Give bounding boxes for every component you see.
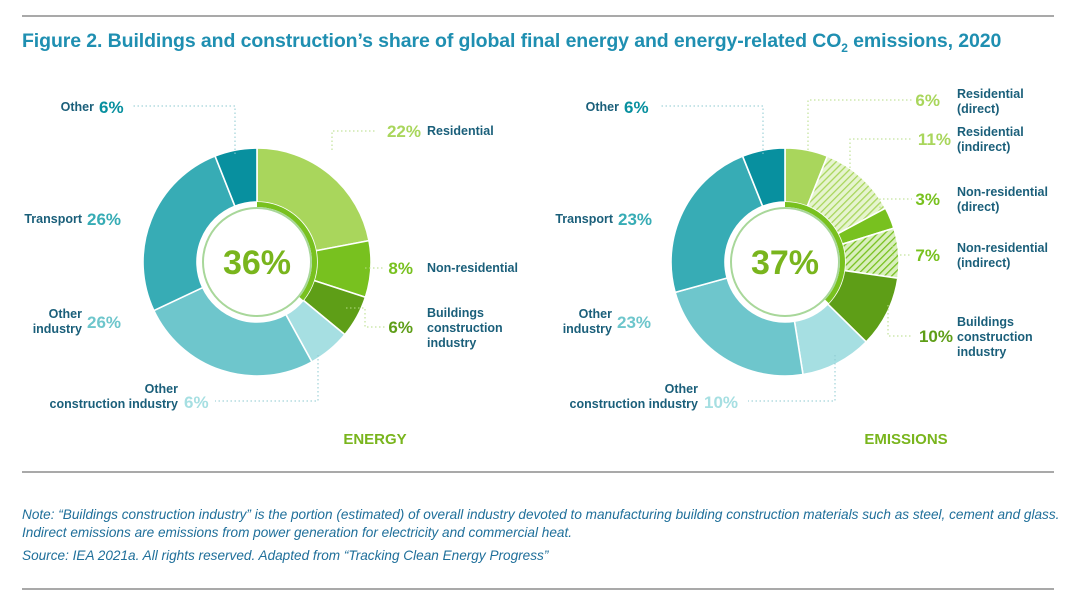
energy-leader-lines-blue — [132, 105, 319, 402]
energy-otherind-value: 26% — [87, 313, 121, 332]
emissions-transport-value: 23% — [618, 210, 652, 229]
emissions-nonresdirect-value: 3% — [915, 190, 940, 209]
emissions-slice-6 — [674, 277, 804, 377]
energy-bci-value: 6% — [388, 318, 413, 337]
emissions-slice-7 — [670, 155, 764, 294]
chart-source: Source: IEA 2021a. All rights reserved. … — [22, 548, 549, 563]
energy-nonres-value: 8% — [388, 259, 413, 278]
energy-slice-6 — [213, 147, 258, 208]
emissions-resdirect-value: 6% — [915, 91, 940, 110]
emissions-bci-label: Buildings construction industry — [957, 315, 1033, 359]
energy-other-value: 6% — [99, 98, 124, 117]
emissions-leader-lines — [807, 99, 912, 337]
emissions-otherind-value: 23% — [617, 313, 651, 332]
emissions-center-label: 37% — [751, 244, 819, 282]
top-rule — [22, 15, 1054, 17]
emissions-nonresindirect-label: Non-residential (indirect) — [957, 241, 1048, 270]
energy-transport-value: 26% — [87, 210, 121, 229]
energy-slice-5 — [142, 154, 236, 312]
energy-bci-label: Buildings construction industry — [427, 306, 503, 350]
energy-slice-4 — [152, 286, 314, 377]
energy-otherconst-label: Other construction industry — [50, 382, 179, 411]
energy-transport-label: Transport — [24, 212, 82, 226]
emissions-nonresindirect-value: 7% — [915, 246, 940, 265]
energy-residential-label: Residential — [427, 124, 494, 138]
emissions-bci-value: 10% — [919, 327, 953, 346]
energy-leader-lines — [331, 130, 385, 328]
energy-nonres-label: Non-residential — [427, 261, 518, 275]
emissions-otherind-label: Other industry — [563, 307, 612, 336]
energy-inner-ring — [202, 207, 312, 317]
emissions-other-value: 6% — [624, 98, 649, 117]
figure-title: Figure 2. Buildings and construction’s s… — [22, 30, 1002, 55]
energy-otherind-label: Other industry — [33, 307, 82, 336]
energy-slice-0 — [256, 147, 370, 252]
donut-charts: 36% 22% Residential 8% Non-residential 6… — [24, 87, 1048, 448]
energy-title: ENERGY — [343, 431, 406, 448]
emissions-title: EMISSIONS — [864, 431, 947, 448]
emissions-donut — [670, 147, 900, 377]
energy-otherconst-value: 6% — [184, 393, 209, 412]
chart-note: Note: “Buildings construction industry” … — [22, 507, 1060, 540]
emissions-transport-label: Transport — [555, 212, 613, 226]
emissions-inner-ring — [730, 207, 840, 317]
energy-center-label: 36% — [223, 244, 291, 282]
emissions-otherconst-label: Other construction industry — [570, 382, 699, 411]
emissions-other-label: Other — [586, 100, 619, 114]
emissions-resindirect-label: Residential (indirect) — [957, 125, 1024, 154]
energy-residential-value: 22% — [387, 122, 421, 141]
emissions-nonresdirect-label: Non-residential (direct) — [957, 185, 1048, 214]
bottom-rule — [22, 588, 1054, 590]
energy-other-label: Other — [61, 100, 94, 114]
energy-donut — [142, 147, 372, 377]
energy-buildings-share-ring — [257, 202, 318, 301]
emissions-slice-8 — [741, 147, 786, 208]
emissions-leader-lines-blue — [660, 105, 836, 402]
emissions-resdirect-label: Residential (direct) — [957, 87, 1024, 116]
emissions-buildings-share-ring — [785, 202, 846, 304]
emissions-resindirect-value: 11% — [918, 130, 951, 149]
energy-chart: 36% 22% Residential 8% Non-residential 6… — [24, 98, 518, 448]
emissions-chart: 37% 6% Residential (direct) 11% Residenti… — [555, 87, 1048, 448]
emissions-otherconst-value: 10% — [704, 393, 738, 412]
middle-rule — [22, 471, 1054, 473]
